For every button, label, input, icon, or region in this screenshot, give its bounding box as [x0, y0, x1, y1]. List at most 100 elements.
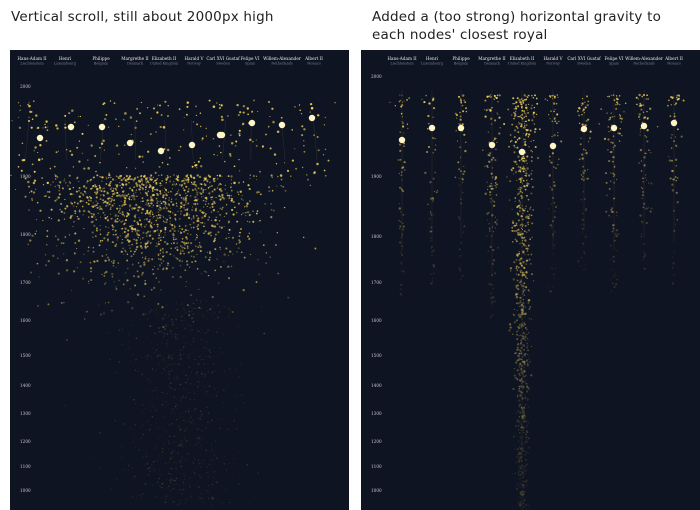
left-royal-node-5[interactable]	[188, 141, 196, 149]
right-node	[618, 113, 621, 116]
right-node	[401, 94, 403, 96]
left-node	[142, 237, 144, 239]
left-node	[183, 436, 185, 437]
left-node	[154, 189, 156, 191]
left-node	[112, 228, 114, 231]
left-node	[190, 242, 193, 245]
right-node	[515, 258, 518, 261]
left-node	[133, 207, 136, 210]
left-node	[206, 300, 208, 302]
right-node	[527, 244, 530, 247]
left-node	[228, 462, 230, 464]
left-node	[146, 318, 149, 321]
right-node	[513, 308, 515, 310]
right-node	[585, 209, 588, 212]
left-node	[186, 194, 188, 197]
left-node	[28, 209, 31, 212]
left-node	[159, 200, 162, 202]
right-node	[580, 265, 582, 267]
left-royal-node-2[interactable]	[98, 123, 106, 131]
right-royal-node-0[interactable]	[398, 136, 406, 144]
left-node	[149, 230, 152, 233]
left-node	[198, 244, 201, 247]
left-node	[65, 259, 69, 262]
left-royal-node-9[interactable]	[308, 114, 316, 122]
left-node	[158, 330, 161, 333]
left-node	[134, 403, 137, 405]
right-royal-node-1[interactable]	[428, 124, 436, 132]
left-node	[269, 256, 272, 258]
left-node	[172, 456, 174, 458]
left-visualization-panel[interactable]: Hans-Adam II Liechtenstein Henri Luxembourg…	[10, 50, 349, 510]
right-node	[551, 220, 554, 223]
right-node	[522, 484, 525, 487]
left-node	[179, 383, 182, 386]
left-royal-node-8[interactable]	[278, 121, 286, 129]
right-royal-node-9[interactable]	[670, 119, 678, 127]
left-royal-name-2: Philippe	[92, 56, 110, 61]
left-royal-node-1[interactable]	[67, 123, 75, 131]
left-node	[204, 177, 207, 181]
right-royal-node-3[interactable]	[488, 141, 496, 149]
left-node	[246, 211, 248, 214]
left-royal-node-4[interactable]	[157, 147, 165, 155]
right-royal-node-7[interactable]	[610, 124, 618, 132]
right-node	[436, 189, 439, 192]
right-node	[521, 285, 523, 288]
left-node	[102, 188, 104, 190]
left-royal-node-0[interactable]	[36, 134, 44, 142]
right-node	[498, 94, 501, 97]
left-node	[158, 233, 160, 235]
left-node	[192, 420, 195, 422]
right-visualization-panel[interactable]: Hans-Adam II Liechtenstein Henri Luxembourg…	[361, 50, 700, 510]
left-royal-node-7[interactable]	[248, 119, 256, 127]
right-node	[612, 146, 615, 149]
right-node	[642, 104, 644, 106]
right-node	[522, 505, 525, 509]
right-node	[402, 213, 405, 216]
right-node	[514, 425, 518, 428]
left-node	[185, 201, 187, 203]
right-node	[526, 155, 529, 158]
right-node	[523, 302, 525, 304]
left-node	[208, 385, 211, 388]
right-node	[520, 186, 523, 189]
right-node	[526, 346, 529, 349]
right-royal-node-5[interactable]	[549, 142, 557, 150]
left-royal-node-3[interactable]	[126, 139, 134, 147]
right-node	[523, 161, 526, 163]
left-node	[294, 106, 296, 108]
left-node	[123, 230, 126, 234]
right-year-label-3: 1700	[371, 280, 382, 285]
right-royal-node-8[interactable]	[640, 122, 648, 130]
left-node	[243, 256, 246, 259]
left-node	[144, 242, 147, 245]
left-node	[168, 441, 170, 443]
right-node	[610, 268, 612, 271]
left-node	[124, 195, 126, 197]
left-node	[189, 223, 192, 226]
right-node	[506, 176, 508, 178]
right-royal-node-4[interactable]	[518, 148, 526, 156]
left-node	[229, 309, 231, 311]
right-node	[513, 374, 516, 377]
left-node	[168, 357, 170, 359]
right-node	[521, 117, 524, 120]
right-node	[641, 190, 645, 194]
left-node	[90, 213, 92, 215]
right-royal-node-6[interactable]	[580, 125, 588, 133]
left-node	[168, 315, 170, 317]
left-node	[112, 234, 114, 236]
left-node	[125, 234, 128, 237]
left-node	[154, 179, 157, 182]
left-royal-name-6: Carl XVI Gustaf	[206, 56, 240, 61]
left-node	[202, 346, 205, 349]
left-node	[179, 424, 181, 426]
right-node	[527, 229, 531, 232]
left-node	[161, 483, 164, 485]
right-royal-node-2[interactable]	[457, 124, 465, 132]
left-node	[164, 313, 166, 315]
left-royal-node-extra[interactable]	[216, 131, 224, 139]
right-node	[434, 171, 436, 174]
right-node	[522, 502, 524, 504]
